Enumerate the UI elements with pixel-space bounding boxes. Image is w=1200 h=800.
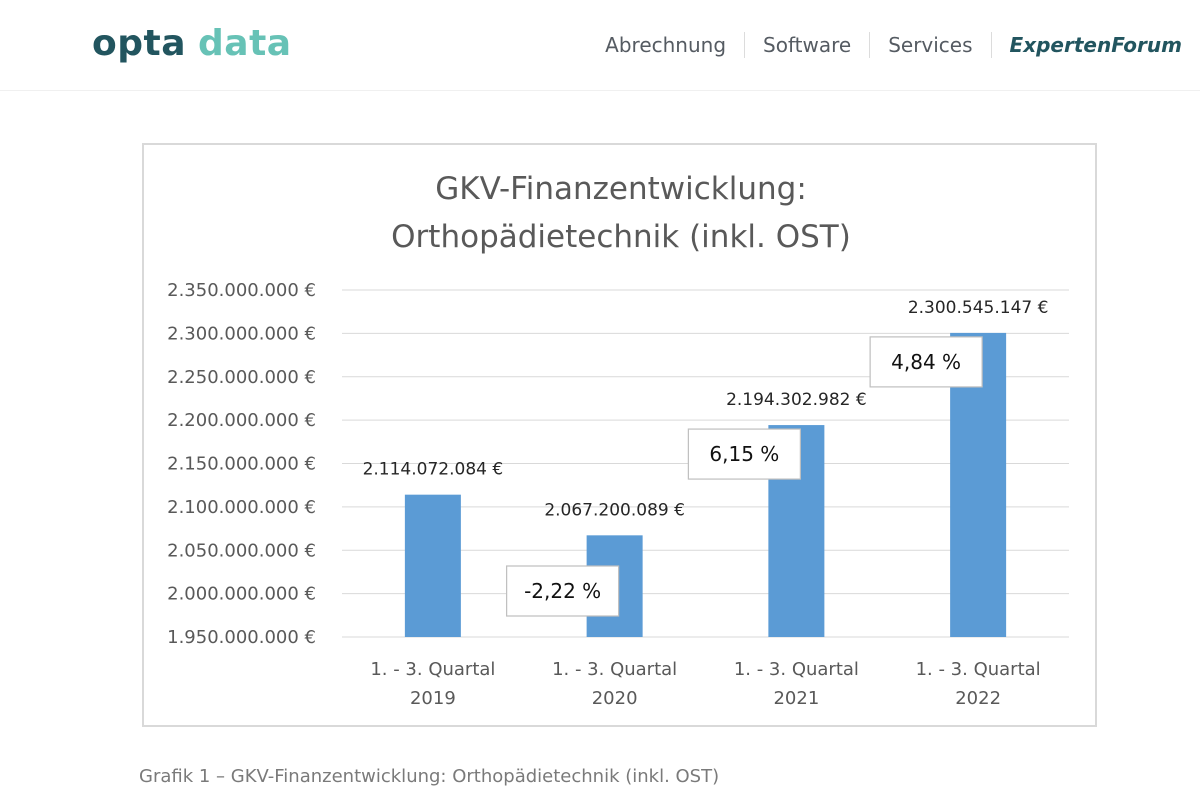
chart-title-line-2: Orthopädietechnik (inkl. OST)	[391, 219, 851, 255]
x-tick-label: 1. - 3. Quartal	[370, 659, 495, 680]
bar	[404, 494, 461, 637]
logo-word-data: data	[198, 23, 292, 64]
x-tick-label: 1. - 3. Quartal	[552, 659, 677, 680]
y-tick-label: 2.100.000.000 €	[167, 497, 316, 518]
annotation-box	[869, 336, 983, 388]
data-labels: 2.114.072.084 € 2.067.200.089 € 2.194.302.…	[363, 298, 1049, 520]
x-tick-label: 2021	[773, 688, 819, 709]
chart-caption: Grafik 1 – GKV-Finanzentwicklung: Orthop…	[139, 766, 720, 787]
bar-value-label: 2.067.200.089 €	[544, 500, 685, 520]
percent-change-label: 6,15 %	[709, 442, 779, 466]
percent-change-label: 4,84 %	[891, 350, 961, 374]
y-tick-label: 2.050.000.000 €	[167, 540, 316, 561]
annotation-box	[687, 428, 801, 480]
bar-value-label: 2.114.072.084 €	[363, 460, 504, 480]
x-tick-label: 2020	[592, 688, 638, 709]
y-tick-label: 2.200.000.000 €	[167, 410, 316, 431]
logo-word-opta: opta	[92, 23, 187, 64]
percent-change-box: 4,84 %	[869, 336, 983, 388]
nav-item-expertenforum[interactable]: ExpertenForum	[990, 32, 1200, 58]
chart-title-line-1: GKV-Finanzentwicklung:	[435, 171, 807, 207]
annotation-box	[506, 565, 620, 617]
nav-item-services[interactable]: Services	[869, 32, 990, 58]
percent-change-label: -2,22 %	[524, 579, 601, 603]
x-tick-label: 1. - 3. Quartal	[916, 659, 1041, 680]
bar-value-label: 2.300.545.147 €	[908, 298, 1049, 318]
y-tick-label: 1.950.000.000 €	[167, 627, 316, 648]
percent-change-box: 6,15 %	[687, 428, 801, 480]
y-tick-label: 2.300.000.000 €	[167, 323, 316, 344]
main-navigation: Abrechnung Software Services ExpertenFor…	[587, 30, 1200, 60]
y-tick-label: 2.350.000.000 €	[167, 280, 316, 301]
y-tick-label: 2.250.000.000 €	[167, 367, 316, 388]
bar-chart: GKV-Finanzentwicklung: Orthopädietechnik…	[167, 171, 1069, 709]
y-axis-ticks: 1.950.000.000 € 2.000.000.000 € 2.050.000.…	[167, 280, 316, 648]
opta-data-logo[interactable]: opta data	[92, 22, 292, 66]
y-tick-label: 2.150.000.000 €	[167, 454, 316, 475]
x-tick-label: 2019	[410, 688, 456, 709]
x-axis-ticks: 1. - 3. Quartal 2019 1. - 3. Quartal 2020 1.…	[370, 659, 1040, 709]
bar-value-label: 2.194.302.982 €	[726, 390, 867, 410]
nav-item-abrechnung[interactable]: Abrechnung	[605, 33, 727, 57]
y-tick-label: 2.000.000.000 €	[167, 584, 316, 605]
x-tick-label: 1. - 3. Quartal	[734, 659, 859, 680]
nav-item-software[interactable]: Software	[744, 32, 869, 58]
chart-frame: GKV-Finanzentwicklung: Orthopädietechnik…	[142, 143, 1097, 727]
site-header: opta data Abrechnung Software Services Ex…	[0, 0, 1200, 91]
percent-change-annotations: -2,22 % 6,15 % 4,84 %	[506, 336, 983, 617]
x-tick-label: 2022	[955, 688, 1001, 709]
percent-change-box: -2,22 %	[506, 565, 620, 617]
